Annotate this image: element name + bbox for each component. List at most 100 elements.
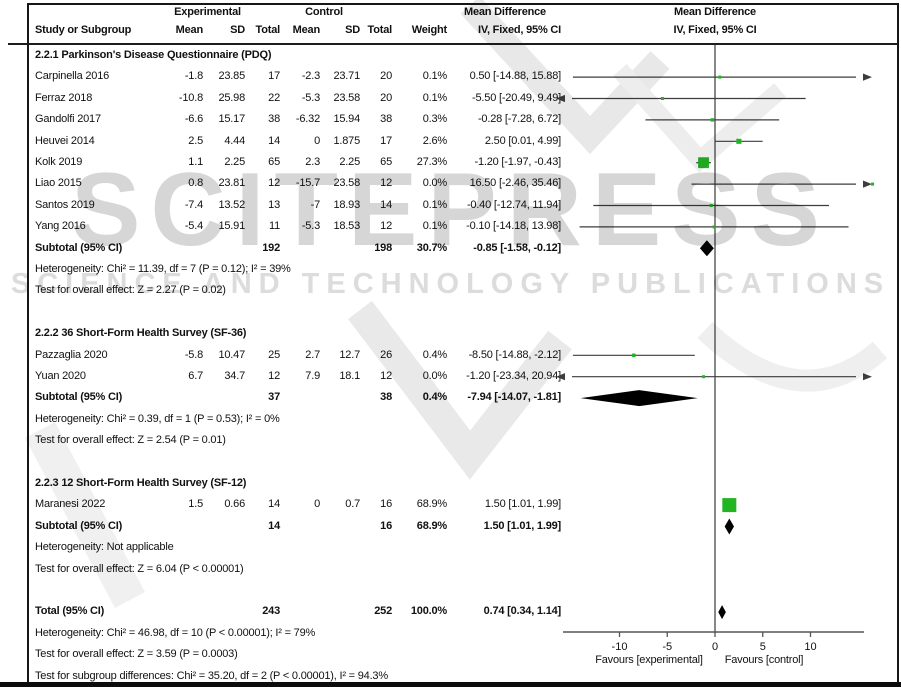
header-group-control: Control bbox=[305, 6, 343, 18]
ci-value: -0.85 [-1.58, -0.12] bbox=[473, 241, 561, 254]
mean-control: -5.3 bbox=[301, 220, 320, 233]
total-experimental: 37 bbox=[268, 391, 280, 404]
mean-experimental: 0.8 bbox=[188, 177, 203, 190]
header-rule bbox=[8, 43, 897, 45]
study-name: Gandolfi 2017 bbox=[35, 113, 101, 126]
mean-experimental: -7.4 bbox=[184, 198, 203, 211]
header-col-mean-exp: Mean bbox=[175, 24, 204, 36]
total-experimental: 13 bbox=[268, 198, 280, 211]
axis-tick-label: 5 bbox=[760, 641, 766, 653]
effect-marker bbox=[660, 96, 664, 101]
ci-value: 1.50 [1.01, 1.99] bbox=[483, 519, 562, 532]
subgroup-heading-row: 2.2.2 36 Short-Form Health Survey (SF-36… bbox=[0, 323, 901, 345]
subtotal-diamond bbox=[724, 518, 735, 535]
total-row: Total (95% CI) 243 252 100.0% 0.74 [0.34, 1.… bbox=[0, 601, 901, 623]
study-name: Pazzaglia 2020 bbox=[35, 348, 108, 361]
header-col-study: Study or Subgroup bbox=[35, 24, 132, 36]
sd-experimental: 23.81 bbox=[218, 177, 245, 190]
mean-experimental: 1.1 bbox=[188, 156, 203, 168]
subgroup-difference-line: Test for subgroup differences: Chi² = 35… bbox=[35, 669, 388, 682]
ci-value: 0.74 [0.34, 1.14] bbox=[483, 605, 562, 618]
mean-control: 2.3 bbox=[305, 156, 320, 168]
effect-marker bbox=[722, 498, 737, 513]
heterogeneity-line: Heterogeneity: Chi² = 46.98, df = 10 (P … bbox=[35, 626, 316, 639]
total-experimental: 243 bbox=[262, 605, 280, 618]
axis-tick-label: -5 bbox=[662, 641, 672, 653]
weight-value: 2.6% bbox=[422, 134, 447, 147]
study-row: Santos 2019 -7.4 13.52 13 -7 18.93 14 0.1% -0.40… bbox=[0, 195, 901, 217]
sd-experimental: 15.17 bbox=[218, 113, 245, 126]
mean-control: -2.3 bbox=[301, 70, 320, 83]
effect-marker bbox=[709, 203, 713, 208]
weight-value: 0.1% bbox=[422, 198, 447, 211]
header-col-mean-ctl: Mean bbox=[292, 24, 321, 36]
header-col-ci-plot: IV, Fixed, 95% CI bbox=[673, 24, 757, 36]
total-experimental: 22 bbox=[268, 91, 280, 104]
mean-control: -7 bbox=[310, 198, 321, 211]
sd-experimental: 23.85 bbox=[218, 70, 245, 83]
heterogeneity-line-row: Heterogeneity: Chi² = 0.39, df = 1 (P = … bbox=[0, 409, 901, 431]
header-col-weight: Weight bbox=[411, 24, 447, 36]
sd-control: 23.71 bbox=[333, 70, 360, 83]
subgroup-heading-row: 2.2.1 Parkinson's Disease Questionnaire … bbox=[0, 45, 901, 67]
effect-marker bbox=[871, 182, 875, 186]
mean-experimental: 6.7 bbox=[188, 370, 203, 382]
effect-marker bbox=[736, 138, 742, 144]
subtotal-label: Subtotal (95% CI) bbox=[35, 391, 123, 404]
total-experimental: 12 bbox=[268, 370, 280, 382]
total-experimental: 192 bbox=[262, 241, 280, 254]
subtotal-row: Subtotal (95% CI) 192 198 30.7% -0.85 [-1.58… bbox=[0, 238, 901, 260]
total-experimental: 14 bbox=[268, 519, 280, 532]
mean-control: 2.7 bbox=[305, 348, 320, 361]
ci-arrowhead bbox=[556, 94, 565, 103]
weight-value: 68.9% bbox=[416, 498, 447, 511]
weight-value: 0.3% bbox=[422, 113, 447, 126]
mean-control: 0 bbox=[314, 134, 320, 147]
sd-control: 2.25 bbox=[339, 156, 360, 168]
ci-value: 16.50 [-2.46, 35.46] bbox=[469, 177, 562, 190]
mean-control: -6.32 bbox=[295, 113, 320, 126]
weight-value: 0.0% bbox=[422, 177, 447, 190]
total-diamond bbox=[718, 605, 726, 620]
effect-marker bbox=[702, 375, 706, 379]
sd-experimental: 2.25 bbox=[224, 156, 245, 168]
total-control: 20 bbox=[380, 70, 392, 83]
overall-effect-line: Test for overall effect: Z = 2.27 (P = 0… bbox=[35, 284, 226, 297]
sd-experimental: 15.91 bbox=[218, 220, 245, 233]
study-name: Kolk 2019 bbox=[35, 156, 83, 168]
mean-control: 0 bbox=[314, 498, 320, 511]
weight-value: 68.9% bbox=[416, 519, 447, 532]
sd-experimental: 0.66 bbox=[224, 498, 245, 511]
favours-control-label: Favours [control] bbox=[724, 654, 804, 666]
mean-experimental: -10.8 bbox=[178, 91, 203, 104]
weight-value: 30.7% bbox=[416, 241, 447, 254]
weight-value: 27.3% bbox=[416, 156, 447, 168]
mean-experimental: -5.8 bbox=[184, 348, 203, 361]
ci-value: -0.10 [-14.18, 13.98] bbox=[466, 220, 561, 233]
total-experimental: 14 bbox=[268, 498, 280, 511]
overall-effect-line: Test for overall effect: Z = 3.59 (P = 0… bbox=[35, 648, 238, 661]
total-control: 14 bbox=[380, 198, 392, 211]
sd-control: 1.875 bbox=[333, 134, 360, 147]
subgroup-heading: 2.2.2 36 Short-Form Health Survey (SF-36… bbox=[35, 327, 247, 340]
mean-experimental: -1.8 bbox=[184, 70, 203, 83]
effect-marker bbox=[710, 118, 715, 122]
mean-experimental: 2.5 bbox=[188, 134, 203, 147]
sd-control: 23.58 bbox=[333, 91, 360, 104]
study-name: Carpinella 2016 bbox=[35, 70, 110, 83]
header-col-total-exp: Total bbox=[255, 24, 281, 36]
subtotal-diamond bbox=[699, 240, 714, 257]
sd-experimental: 34.7 bbox=[224, 370, 245, 382]
study-name: Santos 2019 bbox=[35, 198, 95, 211]
sd-control: 0.7 bbox=[345, 498, 360, 511]
ci-arrowhead bbox=[863, 373, 872, 381]
sd-experimental: 4.44 bbox=[224, 134, 245, 147]
study-row: Yang 2016 -5.4 15.91 11 -5.3 18.53 12 0.1% -0.10… bbox=[0, 216, 901, 238]
mean-control: -15.7 bbox=[295, 177, 320, 190]
total-experimental: 11 bbox=[268, 220, 280, 233]
total-experimental: 38 bbox=[268, 113, 280, 126]
effect-marker bbox=[698, 157, 709, 169]
study-row: Kolk 2019 1.1 2.25 65 2.3 2.25 65 27.3% -1.20 [-… bbox=[0, 152, 901, 174]
